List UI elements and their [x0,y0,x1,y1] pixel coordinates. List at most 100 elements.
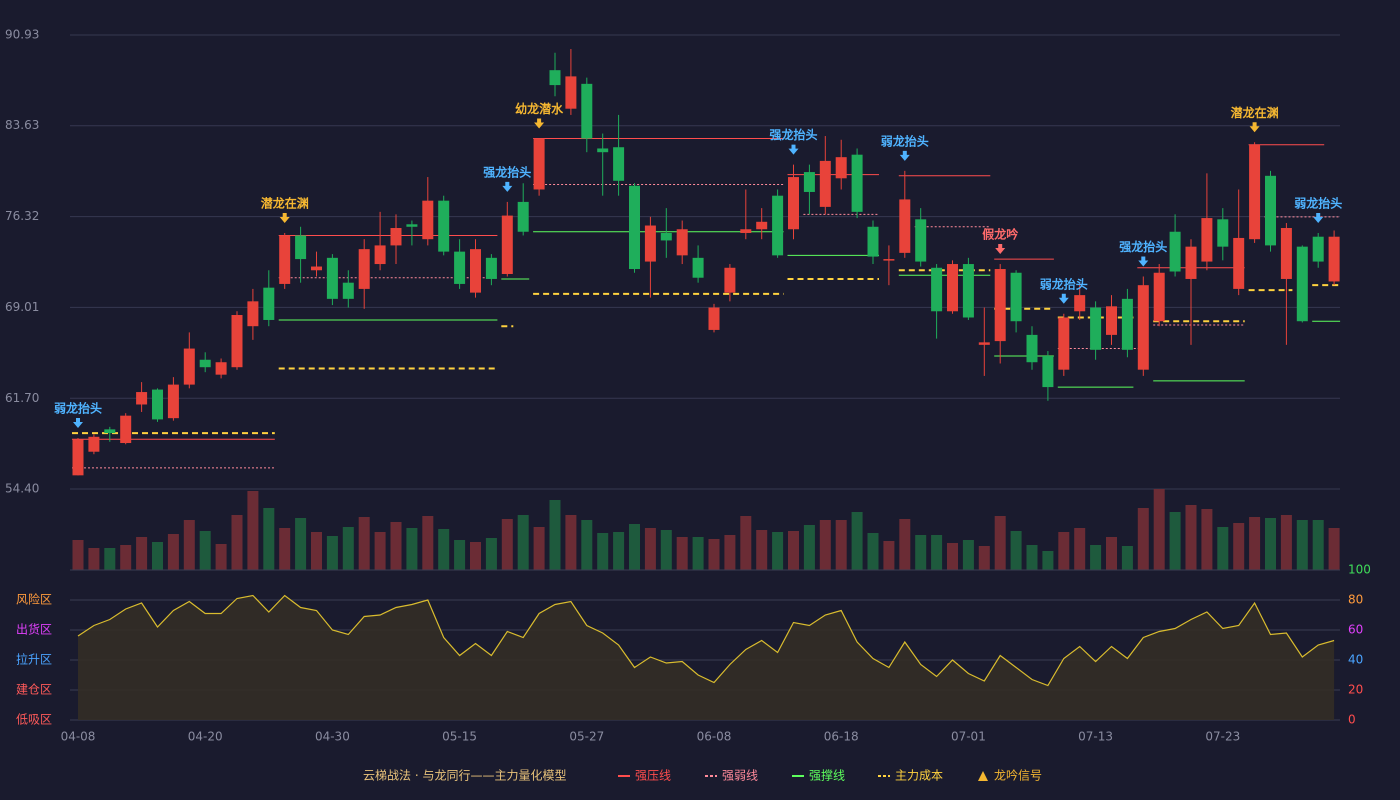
candle-body [1042,356,1054,388]
volume-bar [390,522,402,570]
x-tick-label: 04-20 [188,730,223,744]
volume-bar [485,538,497,570]
candle-body [962,264,974,318]
volume-bar [136,537,148,570]
volume-bar [167,534,179,570]
candle-body [1026,334,1038,363]
candle-body [1074,295,1086,312]
x-tick-label: 04-30 [315,730,350,744]
x-tick-label: 07-13 [1078,730,1113,744]
y-tick-label: 54.40 [5,482,39,496]
volume-bar [788,531,799,570]
candle-body [931,267,943,312]
y-tick-label: 69.01 [5,300,39,314]
volume-bar [533,527,545,570]
volume-bar [867,533,879,570]
candle-body [581,83,593,139]
volume-bar [183,520,195,570]
volume-bar [644,528,656,570]
y-tick-label: 61.70 [5,391,39,405]
candle-body [1137,285,1149,370]
legend-label: 主力成本 [895,769,943,783]
volume-bar [851,512,863,570]
x-tick-label: 07-23 [1205,730,1240,744]
volume-bar [1201,509,1213,570]
x-tick-label: 06-18 [824,730,859,744]
volume-bar [517,515,529,570]
candle-body [406,224,418,227]
volume-bar [1042,551,1054,570]
volume-bar [1106,537,1117,570]
candle-body [613,147,625,181]
volume-bar [724,535,736,570]
volume-bar [1169,512,1181,570]
x-tick-label: 06-08 [697,730,732,744]
volume-bar [438,529,450,570]
candle-body [72,439,84,476]
volume-bar [708,539,720,570]
signal-arrow [899,150,910,161]
indicator-line [77,594,1335,687]
volume-bar [931,535,943,570]
volume-bar [883,541,895,570]
volume-bar [613,532,625,570]
candle-body [247,301,259,327]
signal-arrow [1313,212,1324,223]
signal-arrow [788,144,799,155]
candle-body [803,172,815,192]
candle-body [1328,236,1340,282]
volume-bar [565,515,577,570]
volume-bar [740,516,752,570]
zone-label: 出货区 [16,622,52,637]
x-tick-label: 05-15 [442,730,477,744]
signal-label: 潜龙在渊 [1231,105,1279,120]
candle-body [136,392,148,405]
candle-body [947,264,958,312]
candle-body [978,342,990,345]
y2-tick-label: 100 [1348,563,1371,577]
volume-bar [962,540,974,570]
signal-label: 弱龙抬头 [1294,195,1342,210]
volume-bar [231,515,243,570]
y2-tick-label: 20 [1348,683,1363,697]
candle-body [549,70,561,86]
volume-bar [549,500,561,570]
candle-body [692,257,704,278]
volume-bar [1217,527,1229,570]
candle-body [231,315,243,368]
candle-body [485,257,497,279]
signal-arrow [279,212,290,223]
volume-bar [279,528,291,570]
y-tick-label: 76.32 [5,209,39,223]
candle-body [454,251,466,284]
candle-body [1296,246,1308,322]
candle-body [1217,219,1229,247]
volume-bar [342,527,354,570]
volume-bar [311,532,322,570]
volume-bar [326,536,338,570]
volume-bar [215,544,227,570]
candle-body [501,215,513,274]
candle-body [851,154,863,212]
candle-body [167,384,179,419]
candle-body [915,219,927,262]
signal-arrow [1138,256,1149,267]
candle-body [644,225,656,262]
volume-bar [756,530,768,570]
volume-bar [1121,546,1133,570]
candle-body [88,436,100,452]
y2-tick-label: 0 [1348,713,1356,727]
legend-label: 强弱线 [722,769,758,783]
volume-bar [994,516,1006,570]
x-tick-label: 04-08 [61,730,96,744]
volume-bar [1265,518,1276,570]
candle-body [1233,237,1245,289]
candle-body [1121,298,1133,350]
candle-body [1153,272,1165,322]
volume-bar [1153,489,1165,570]
candle-body [1280,228,1292,279]
volume-bar [676,537,688,570]
legend-swatch [978,771,988,781]
volume-bar [88,548,100,570]
volume-bar [915,535,927,570]
